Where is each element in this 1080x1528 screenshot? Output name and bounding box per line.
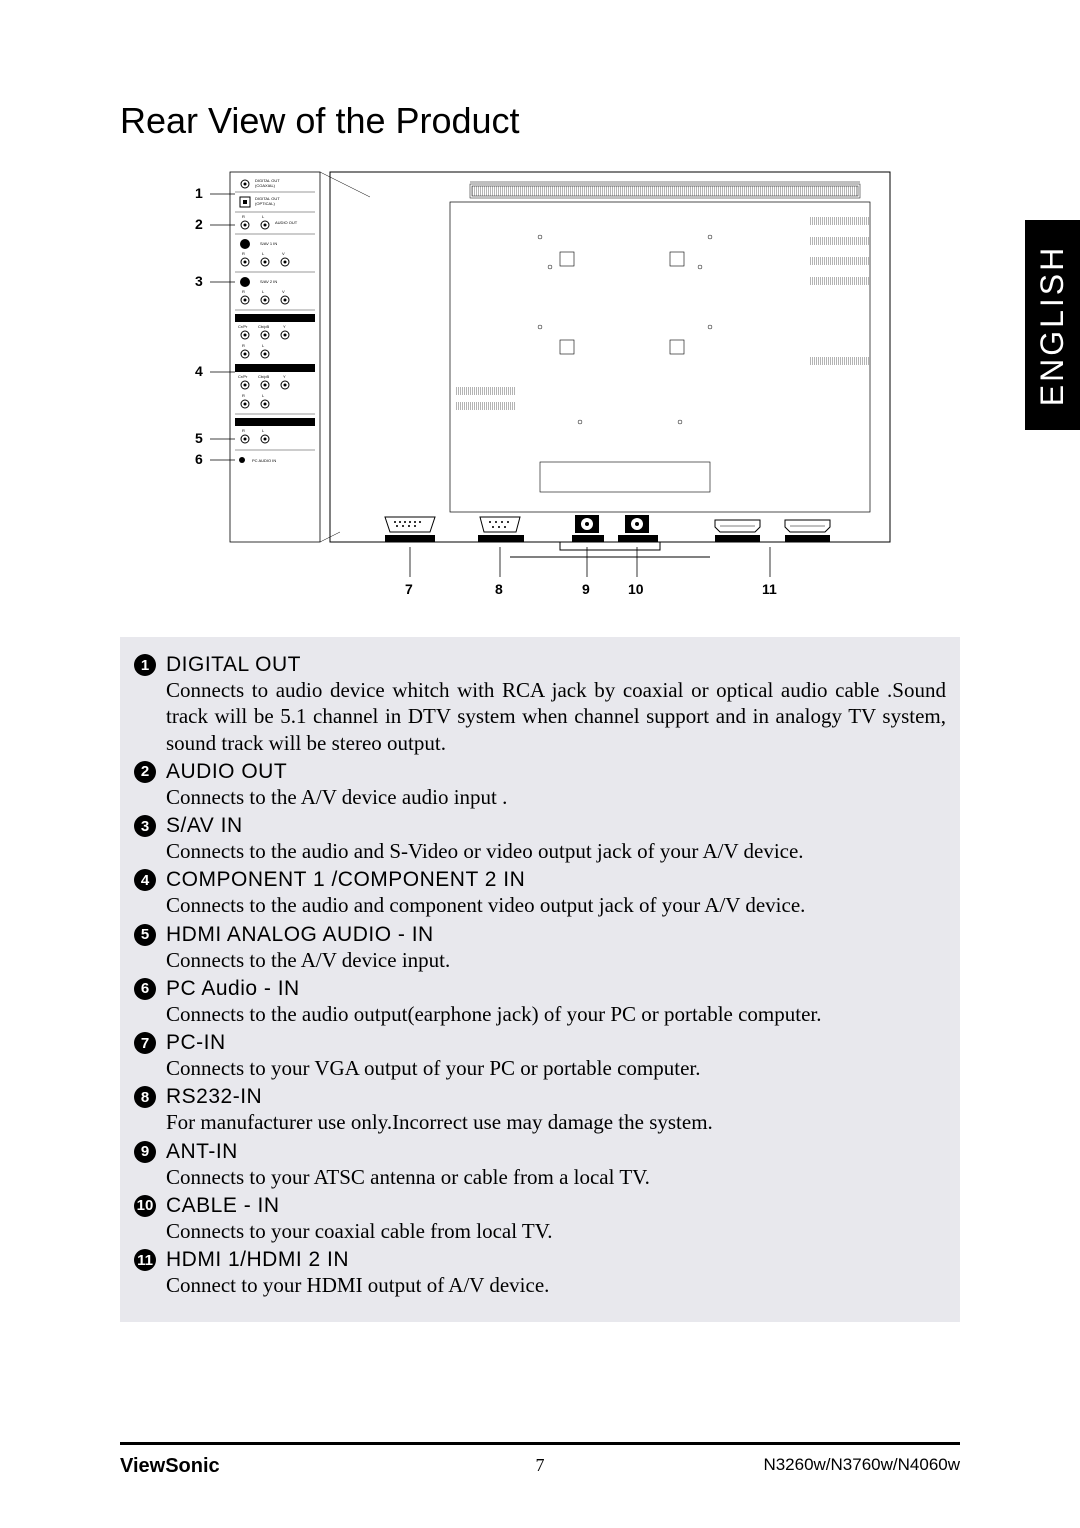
desc-item-9: 9 ANT-INConnects to your ATSC antenna or … [134, 1140, 946, 1190]
label-hdmi2: HDMI 2 IN [790, 536, 809, 541]
rear-view-diagram: DIGITAL OUT (COAXIAL) DIGITAL OUT (OPTIC… [160, 162, 960, 607]
desc-body-2: Connects to the A/V device audio input . [166, 784, 946, 810]
desc-body-7: Connects to your VGA output of your PC o… [166, 1055, 946, 1081]
callout-11: 11 [762, 581, 777, 597]
svg-text:V: V [282, 289, 285, 294]
svg-text:Cr/Pr: Cr/Pr [238, 374, 248, 379]
desc-item-4: 4 COMPONENT 1 /COMPONENT 2 INConnects to … [134, 868, 946, 918]
desc-label-6: PC Audio - IN [166, 977, 300, 1001]
desc-item-3: 3 S/AV INConnects to the audio and S-Vide… [134, 814, 946, 864]
desc-body-8: For manufacturer use only.Incorrect use … [166, 1109, 946, 1135]
language-label: ENGLISH [1034, 244, 1071, 405]
label-comp1: COMPONENT 1 IN [240, 316, 274, 321]
label-comp2: COMPONENT 2 IN [240, 366, 274, 371]
svg-text:(COAXIAL): (COAXIAL) [255, 183, 276, 188]
callout-6: 6 [195, 451, 203, 467]
desc-body-3: Connects to the audio and S-Video or vid… [166, 838, 946, 864]
label-rs232: RS232 IN [484, 536, 501, 541]
page-footer: ViewSonic 7 N3260w/N3760w/N4060w [120, 1442, 960, 1478]
svg-text:R: R [242, 428, 245, 433]
svg-text:Cb/pB: Cb/pB [258, 324, 269, 329]
desc-item-5: 5 HDMI ANALOG AUDIO - INConnects to the A… [134, 923, 946, 973]
footer-page-number: 7 [536, 1455, 545, 1476]
bullet-10: 10 [134, 1195, 156, 1217]
bullet-7: 7 [134, 1032, 156, 1054]
desc-item-6: 6 PC Audio - IN Connects to the audio out… [134, 977, 946, 1027]
bullet-6: 6 [134, 978, 156, 1000]
desc-label-7: PC-IN [166, 1031, 226, 1055]
svg-text:(OPTICAL): (OPTICAL) [255, 201, 275, 206]
label-hdmi-audio: HDMI ANALOG AUDIO [238, 420, 279, 425]
label-audio-out: AUDIO OUT [275, 220, 298, 225]
desc-item-1: 1 DIGITAL OUT Connects to audio device wh… [134, 653, 946, 756]
label-pc-audio: PC AUDIO IN [252, 458, 276, 463]
language-tab: ENGLISH [1025, 220, 1080, 430]
callout-2: 2 [195, 216, 203, 232]
svg-text:R: R [242, 343, 245, 348]
desc-item-2: 2 AUDIO OUTConnects to the A/V device aud… [134, 760, 946, 810]
desc-body-11: Connect to your HDMI output of A/V devic… [166, 1272, 946, 1298]
label-sav1: S/AV 1 IN [260, 241, 277, 246]
bullet-8: 8 [134, 1086, 156, 1108]
desc-label-9: ANT-IN [166, 1140, 238, 1164]
callout-5: 5 [195, 430, 203, 446]
callout-7: 7 [405, 581, 413, 597]
desc-body-4: Connects to the audio and component vide… [166, 892, 946, 918]
desc-label-8: RS232-IN [166, 1085, 262, 1109]
desc-label-3: S/AV IN [166, 814, 243, 838]
callout-4: 4 [195, 363, 203, 379]
bullet-3: 3 [134, 815, 156, 837]
callout-1: 1 [195, 185, 203, 201]
description-panel: 1 DIGITAL OUT Connects to audio device wh… [120, 637, 960, 1322]
callout-10: 10 [628, 581, 644, 597]
desc-body-6: Connects to the audio output(earphone ja… [166, 1001, 946, 1027]
bullet-2: 2 [134, 761, 156, 783]
svg-text:Cb/pB: Cb/pB [258, 374, 269, 379]
svg-text:Cr/Pr: Cr/Pr [238, 324, 248, 329]
callout-9: 9 [582, 581, 590, 597]
desc-body-9: Connects to your ATSC antenna or cable f… [166, 1164, 946, 1190]
desc-label-5: HDMI ANALOG AUDIO - IN [166, 923, 434, 947]
bullet-4: 4 [134, 869, 156, 891]
desc-body-10: Connects to your coaxial cable from loca… [166, 1218, 946, 1244]
label-pc-in: PC IN [397, 536, 408, 541]
desc-label-1: DIGITAL OUT [166, 653, 301, 677]
svg-text:Y: Y [283, 324, 286, 329]
desc-label-11: HDMI 1/HDMI 2 IN [166, 1248, 349, 1272]
svg-text:R: R [242, 393, 245, 398]
bullet-5: 5 [134, 924, 156, 946]
footer-brand: ViewSonic [120, 1455, 220, 1478]
bullet-11: 11 [134, 1249, 156, 1271]
desc-item-10: 10 CABLE - INConnects to your coaxial cab… [134, 1194, 946, 1244]
bullet-1: 1 [134, 654, 156, 676]
svg-text:Y: Y [283, 374, 286, 379]
desc-label-2: AUDIO OUT [166, 760, 287, 784]
desc-label-4: COMPONENT 1 /COMPONENT 2 IN [166, 868, 525, 892]
desc-item-8: 8 RS232-INFor manufacturer use only.Incor… [134, 1085, 946, 1135]
label-sav2: S/AV 2 IN [260, 279, 277, 284]
desc-item-11: 11 HDMI 1/HDMI 2 INConnect to your HDMI o… [134, 1248, 946, 1298]
desc-item-7: 7 PC-INConnects to your VGA output of you… [134, 1031, 946, 1081]
footer-models: N3260w/N3760w/N4060w [763, 1455, 960, 1478]
page-title: Rear View of the Product [120, 100, 960, 142]
svg-text:R: R [242, 289, 245, 294]
svg-text:V: V [282, 251, 285, 256]
desc-label-10: CABLE - IN [166, 1194, 280, 1218]
desc-body-5: Connects to the A/V device input. [166, 947, 946, 973]
svg-text:R: R [242, 214, 245, 219]
bullet-9: 9 [134, 1141, 156, 1163]
label-cable: CABLE IN [622, 536, 640, 541]
callout-8: 8 [495, 581, 503, 597]
desc-body-1: Connects to audio device whitch with RCA… [166, 677, 946, 756]
callout-3: 3 [195, 273, 203, 289]
svg-text:R: R [242, 251, 245, 256]
label-ant: ANT IN [577, 536, 590, 541]
label-hdmi1: HDMI 1 IN [720, 536, 739, 541]
